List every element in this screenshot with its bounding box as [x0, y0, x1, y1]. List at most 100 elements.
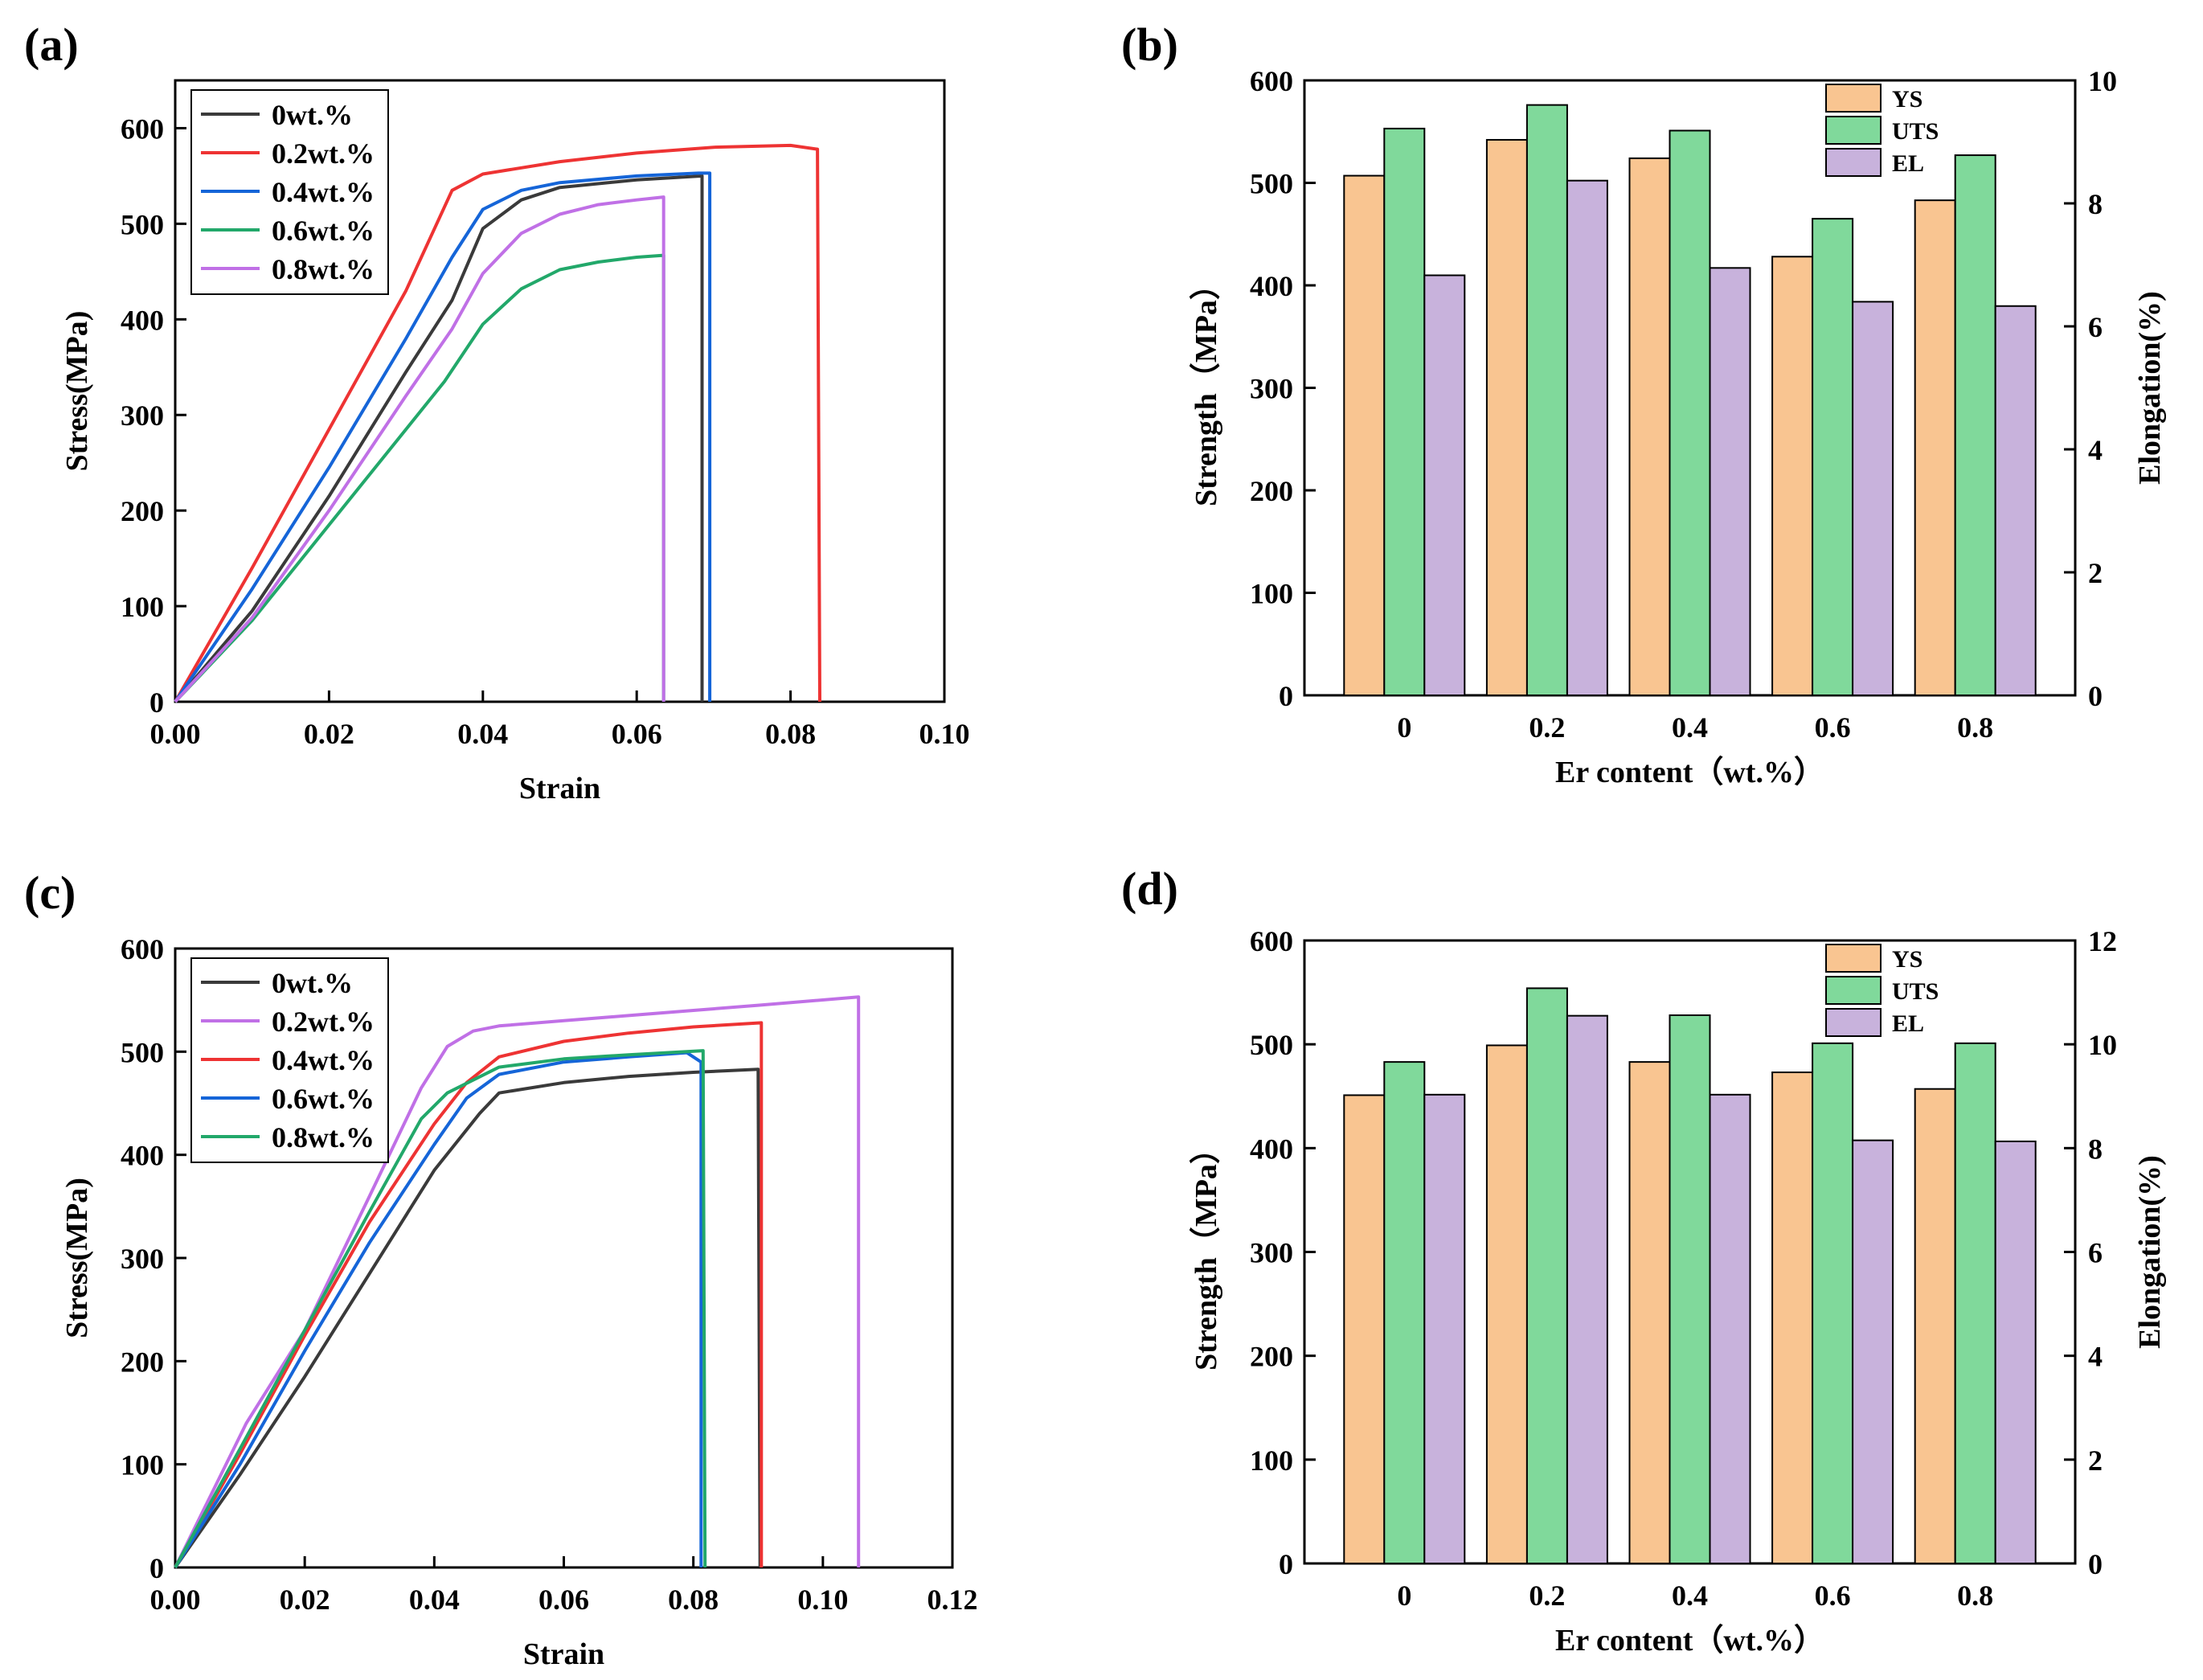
y-tick-label: 100 — [121, 591, 164, 623]
x-tick-label: 0.10 — [919, 718, 970, 750]
series-line-02wt — [174, 143, 821, 703]
bar-ys — [1628, 1061, 1671, 1564]
bar-uts — [1525, 987, 1568, 1564]
y-tick-label: 200 — [121, 495, 164, 527]
bar-ys — [1771, 256, 1814, 696]
y-tick-label: 600 — [1250, 65, 1293, 97]
x-tick-label: 0.2 — [1529, 711, 1565, 744]
panel-label: (d) — [1121, 863, 1178, 915]
x-tick-label: 0.8 — [1957, 711, 1993, 744]
y-axis-label: Stress(MPa) — [60, 311, 94, 472]
y-tick-label: 400 — [1250, 270, 1293, 302]
y-tick-label: 300 — [121, 1243, 164, 1275]
legend-label: EL — [1892, 150, 1924, 177]
bar-ys — [1914, 199, 1956, 697]
series-line-0wt — [174, 174, 704, 703]
x-tick-label: 0.00 — [150, 1584, 201, 1616]
legend-label: 0.8wt.% — [272, 253, 375, 285]
y-tick-label: 400 — [121, 304, 164, 336]
x-tick-label: 0.04 — [457, 718, 508, 750]
series-line-08wt — [174, 195, 665, 703]
legend-label: 0.6wt.% — [272, 215, 375, 247]
x-tick-label: 0.06 — [612, 718, 662, 750]
y-tick-label: 400 — [121, 1140, 164, 1172]
legend-label: UTS — [1892, 118, 1939, 145]
y-tick-label: 500 — [121, 1036, 164, 1068]
legend-label: UTS — [1892, 978, 1939, 1005]
y-tick-label: 100 — [1250, 1444, 1293, 1477]
bar-ys — [1343, 1094, 1386, 1565]
x-tick-label: 0.2 — [1529, 1580, 1565, 1612]
legend-label: 0.2wt.% — [272, 1006, 375, 1038]
series-line-04wt — [174, 1021, 764, 1568]
y2-tick-label: 6 — [2088, 311, 2103, 343]
y2-tick-label: 4 — [2088, 434, 2103, 466]
bar-ys — [1771, 1072, 1814, 1564]
bar-el — [1852, 301, 1894, 696]
bar-uts — [1669, 1014, 1711, 1564]
bar-uts — [1954, 154, 1996, 696]
y-axis-label: Stress(MPa) — [60, 1178, 94, 1338]
bar-ys — [1485, 138, 1528, 696]
series-line-06wt — [174, 1051, 703, 1569]
x-tick-label: 0 — [1397, 711, 1411, 744]
series-line-04wt — [174, 171, 712, 703]
x-tick-label: 0.4 — [1672, 1580, 1708, 1612]
bar-el — [1566, 179, 1608, 696]
bar-uts — [1525, 104, 1568, 697]
y-tick-label: 200 — [121, 1346, 164, 1378]
legend-swatch — [1825, 116, 1882, 145]
x-tick-label: 0.4 — [1672, 711, 1708, 744]
panel-label: (c) — [24, 867, 76, 919]
y-tick-label: 0 — [1279, 680, 1293, 712]
panel-4: (d)0100200300400500600Strength（MPa）02468… — [1121, 863, 2167, 1657]
legend-label: 0.4wt.% — [272, 176, 375, 208]
x-tick-label: 0.04 — [409, 1584, 460, 1616]
y2-tick-label: 2 — [2088, 557, 2103, 589]
plot-frame — [174, 79, 946, 703]
legend-swatch — [1825, 976, 1882, 1005]
y-tick-label: 600 — [121, 933, 164, 965]
bar-uts — [1669, 129, 1711, 697]
legend-label: 0.6wt.% — [272, 1083, 375, 1115]
legend-swatch — [1825, 1008, 1882, 1037]
x-tick-label: 0.06 — [538, 1584, 589, 1616]
series-line-08wt — [174, 1049, 707, 1568]
y-tick-label: 200 — [1250, 475, 1293, 507]
panel-2: (b)0100200300400500600Strength（MPa）02468… — [1121, 18, 2167, 789]
y2-tick-label: 6 — [2088, 1237, 2103, 1269]
y2-tick-label: 0 — [2088, 1548, 2103, 1580]
bar-el — [1423, 1093, 1466, 1564]
y-tick-label: 100 — [1250, 578, 1293, 610]
y2-axis-label: Elongation(%) — [2133, 1155, 2167, 1349]
x-tick-label: 0.6 — [1815, 711, 1851, 744]
y2-tick-label: 8 — [2088, 188, 2103, 220]
x-tick-label: 0.00 — [150, 718, 201, 750]
legend-swatch — [1825, 84, 1882, 113]
bar-ys — [1628, 157, 1671, 696]
x-axis-label: Er content（wt.%） — [1555, 1624, 1824, 1657]
legend-label: 0wt.% — [272, 967, 353, 999]
panel-3: (c) 0 100 200 300 400 500 600 Stress(MPa) 0.00 0.0… — [24, 867, 978, 1671]
y2-tick-label: 2 — [2088, 1444, 2103, 1477]
panel-label: (b) — [1121, 18, 1178, 71]
legend-swatch — [1825, 944, 1882, 973]
bar-el — [1709, 1093, 1751, 1564]
x-tick-label: 0.12 — [927, 1584, 978, 1616]
y-tick-label: 500 — [1250, 1029, 1293, 1061]
panel-1: (a) 0 100 200 300 400 500 600 Stress(MPa) 0.00 0.0… — [24, 18, 970, 805]
legend-label: EL — [1892, 1010, 1924, 1037]
legend-label: YS — [1892, 946, 1923, 973]
x-tick-label: 0.08 — [668, 1584, 719, 1616]
legend-label: 0.8wt.% — [272, 1121, 375, 1153]
y2-tick-label: 0 — [2088, 680, 2103, 712]
x-axis-label: Strain — [523, 1637, 604, 1671]
y-tick-label: 200 — [1250, 1341, 1293, 1373]
bar-uts — [1812, 1042, 1854, 1564]
bar-ys — [1914, 1088, 1956, 1565]
bar-el — [1852, 1139, 1894, 1565]
x-tick-label: 0 — [1397, 1580, 1411, 1612]
panel-label: (a) — [24, 18, 79, 71]
x-tick-label: 0.02 — [304, 718, 354, 750]
